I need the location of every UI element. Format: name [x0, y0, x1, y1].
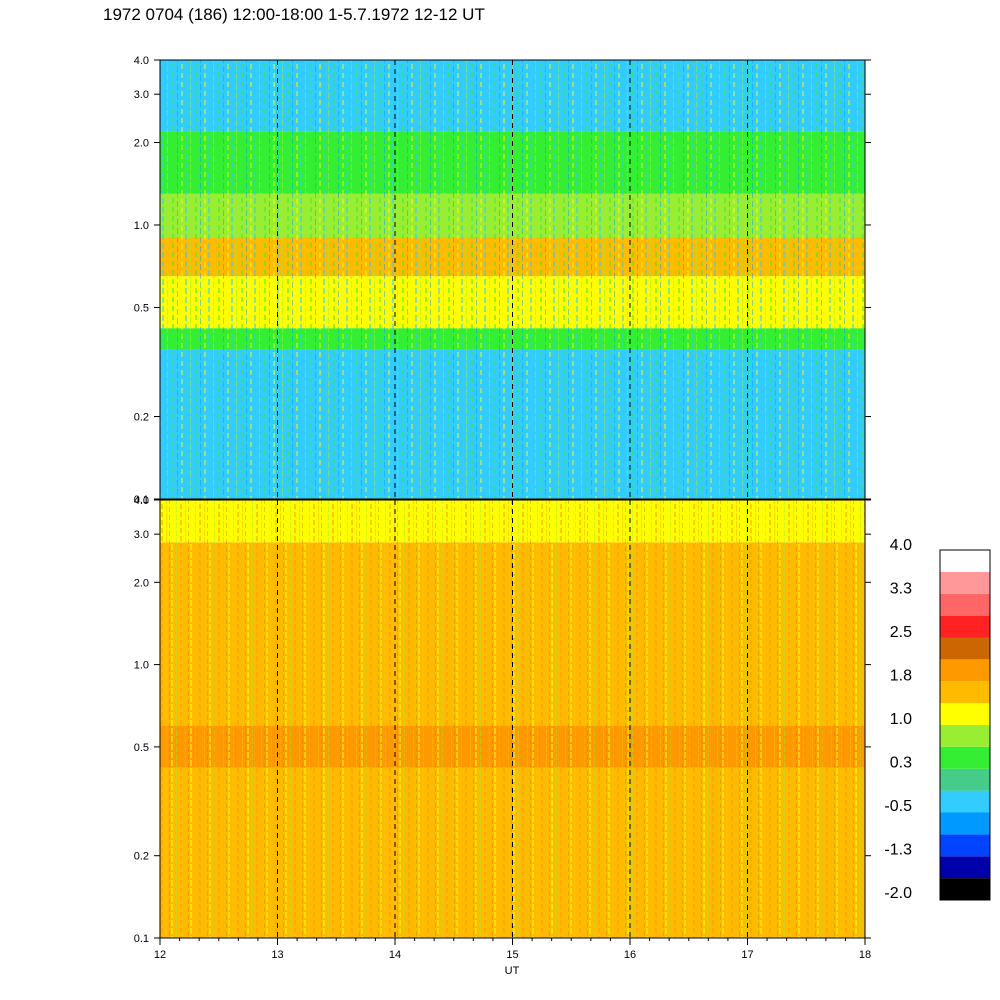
colorbar-cell: [940, 812, 990, 835]
y-tick-label: 0.1: [134, 933, 149, 945]
y-tick-label: 0.5: [134, 742, 149, 754]
panel-frame: [159, 59, 866, 500]
colorbar-label: 3.3: [890, 581, 912, 598]
colorbar-cell: [940, 681, 990, 704]
x-axis-label: UT: [505, 965, 520, 977]
colorbar-cell: [940, 637, 990, 660]
colorbar-cell: [940, 790, 990, 813]
colorbar-label: 4.0: [890, 537, 912, 554]
colorbar-cell: [940, 593, 990, 616]
y-tick-label: 0.2: [134, 412, 149, 424]
colorbar-cell: [940, 725, 990, 747]
x-tick-label: 14: [389, 949, 401, 961]
colorbar-cell: [940, 703, 990, 725]
y-tick-label: 3.0: [134, 529, 149, 541]
x-tick-label: 12: [154, 949, 166, 961]
colorbar-cell: [940, 550, 990, 572]
y-tick-label: 4.0: [134, 55, 149, 67]
y-tick-label: 2.0: [134, 577, 149, 589]
y-tick-label: 0.1: [134, 494, 149, 506]
x-tick-label: 17: [741, 949, 753, 961]
colorbar-cell: [940, 615, 990, 638]
colorbar-label: -0.5: [884, 798, 912, 815]
y-tick-label: 4.0: [134, 495, 149, 507]
y-tick-label: 0.5: [134, 302, 149, 314]
colorbar-label: -2.0: [884, 885, 912, 902]
colorbar: 4.0 3.3 2.5 1.8 1.0 0.3 -0.5 -1.3 -2.0: [884, 537, 991, 902]
colorbar-label: 0.3: [890, 755, 912, 772]
colorbar-cell: [940, 834, 990, 857]
x-tick-label: 16: [624, 949, 636, 961]
colorbar-label: 1.8: [890, 668, 912, 685]
colorbar-frame: [939, 549, 991, 901]
y-tick-label: 1.0: [134, 220, 149, 232]
colorbar-cell: [940, 571, 990, 594]
y-tick-label: 2.0: [134, 137, 149, 149]
upper-heatmap-panel: 0.1 0.2 0.5 1.0 2.0 3.0 4.0: [134, 55, 871, 506]
colorbar-cell: [940, 746, 990, 769]
colorbar-cell: [940, 768, 990, 791]
x-tick-label: 15: [506, 949, 518, 961]
colorbar-cell: [940, 878, 990, 900]
y-tick-label: 0.2: [134, 851, 149, 863]
colorbar-cell: [940, 856, 990, 879]
y-tick-label: 1.0: [134, 660, 149, 672]
chart-title: 1972 0704 (186) 12:00-18:00 1-5.7.1972 1…: [103, 5, 485, 24]
colorbar-label: -1.3: [884, 842, 912, 859]
colorbar-label: 1.0: [890, 711, 912, 728]
colorbar-label: 2.5: [890, 624, 912, 641]
y-tick-label: 3.0: [134, 89, 149, 101]
x-tick-label: 13: [271, 949, 283, 961]
time-axis: 12 13 14 15 16 17 18: [154, 938, 871, 961]
colorbar-cell: [940, 659, 990, 682]
x-tick-label: 18: [859, 949, 871, 961]
lower-heatmap-panel: 0.1 0.2 0.5 1.0 2.0 3.0 4.0: [134, 495, 871, 945]
